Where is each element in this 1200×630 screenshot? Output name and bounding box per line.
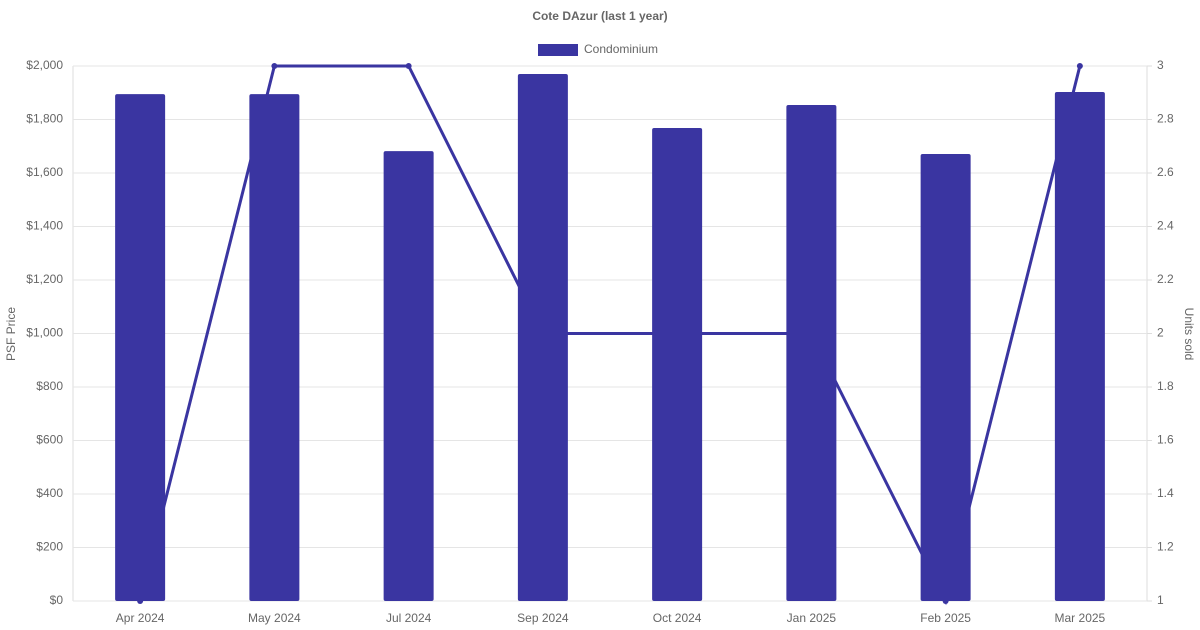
chart-title: Cote DAzur (last 1 year) [532,9,667,23]
y2-tick-label: 2.8 [1157,112,1174,126]
x-tick-label: Apr 2024 [116,611,165,625]
x-tick-label: Jul 2024 [386,611,432,625]
bar [517,74,568,601]
bar [1054,91,1105,601]
bar [249,94,300,602]
y2-tick-label: 2.6 [1157,165,1174,179]
legend-label: Condominium [584,42,658,56]
y-tick-label: $800 [36,379,63,393]
x-tick-label: Feb 2025 [920,611,971,625]
legend-swatch [538,44,578,56]
y-tick-label: $1,600 [26,165,63,179]
bar [920,154,971,601]
line-point [271,63,278,69]
y-axis-label: PSF Price [4,307,18,361]
y-tick-label: $0 [50,593,64,607]
y-tick-label: $600 [36,433,63,447]
y-tick-label: $1,400 [26,219,63,233]
y2-tick-label: 2 [1157,326,1164,340]
y2-tick-label: 1.2 [1157,540,1174,554]
y2-tick-label: 1.6 [1157,433,1174,447]
bar [383,151,434,601]
x-tick-label: Oct 2024 [653,611,702,625]
y2-tick-label: 1 [1157,593,1164,607]
y2-tick-label: 2.4 [1157,219,1174,233]
x-tick-label: May 2024 [248,611,301,625]
line-point [1076,63,1083,69]
y2-axis-label: Units sold [1182,308,1196,361]
y2-tick-label: 2.2 [1157,272,1174,286]
y-tick-label: $200 [36,540,63,554]
bar [652,128,703,601]
y2-tick-label: 3 [1157,58,1164,72]
y2-tick-label: 1.8 [1157,379,1174,393]
y-tick-label: $400 [36,486,63,500]
line-point [405,63,412,69]
y2-tick-label: 1.4 [1157,486,1174,500]
x-tick-label: Mar 2025 [1055,611,1106,625]
bar [115,94,166,602]
bar [786,105,837,602]
y-tick-label: $1,200 [26,272,63,286]
y-tick-label: $1,800 [26,112,63,126]
y-tick-label: $1,000 [26,326,63,340]
x-tick-label: Sep 2024 [517,611,569,625]
y-tick-label: $2,000 [26,58,63,72]
x-tick-label: Jan 2025 [787,611,837,625]
